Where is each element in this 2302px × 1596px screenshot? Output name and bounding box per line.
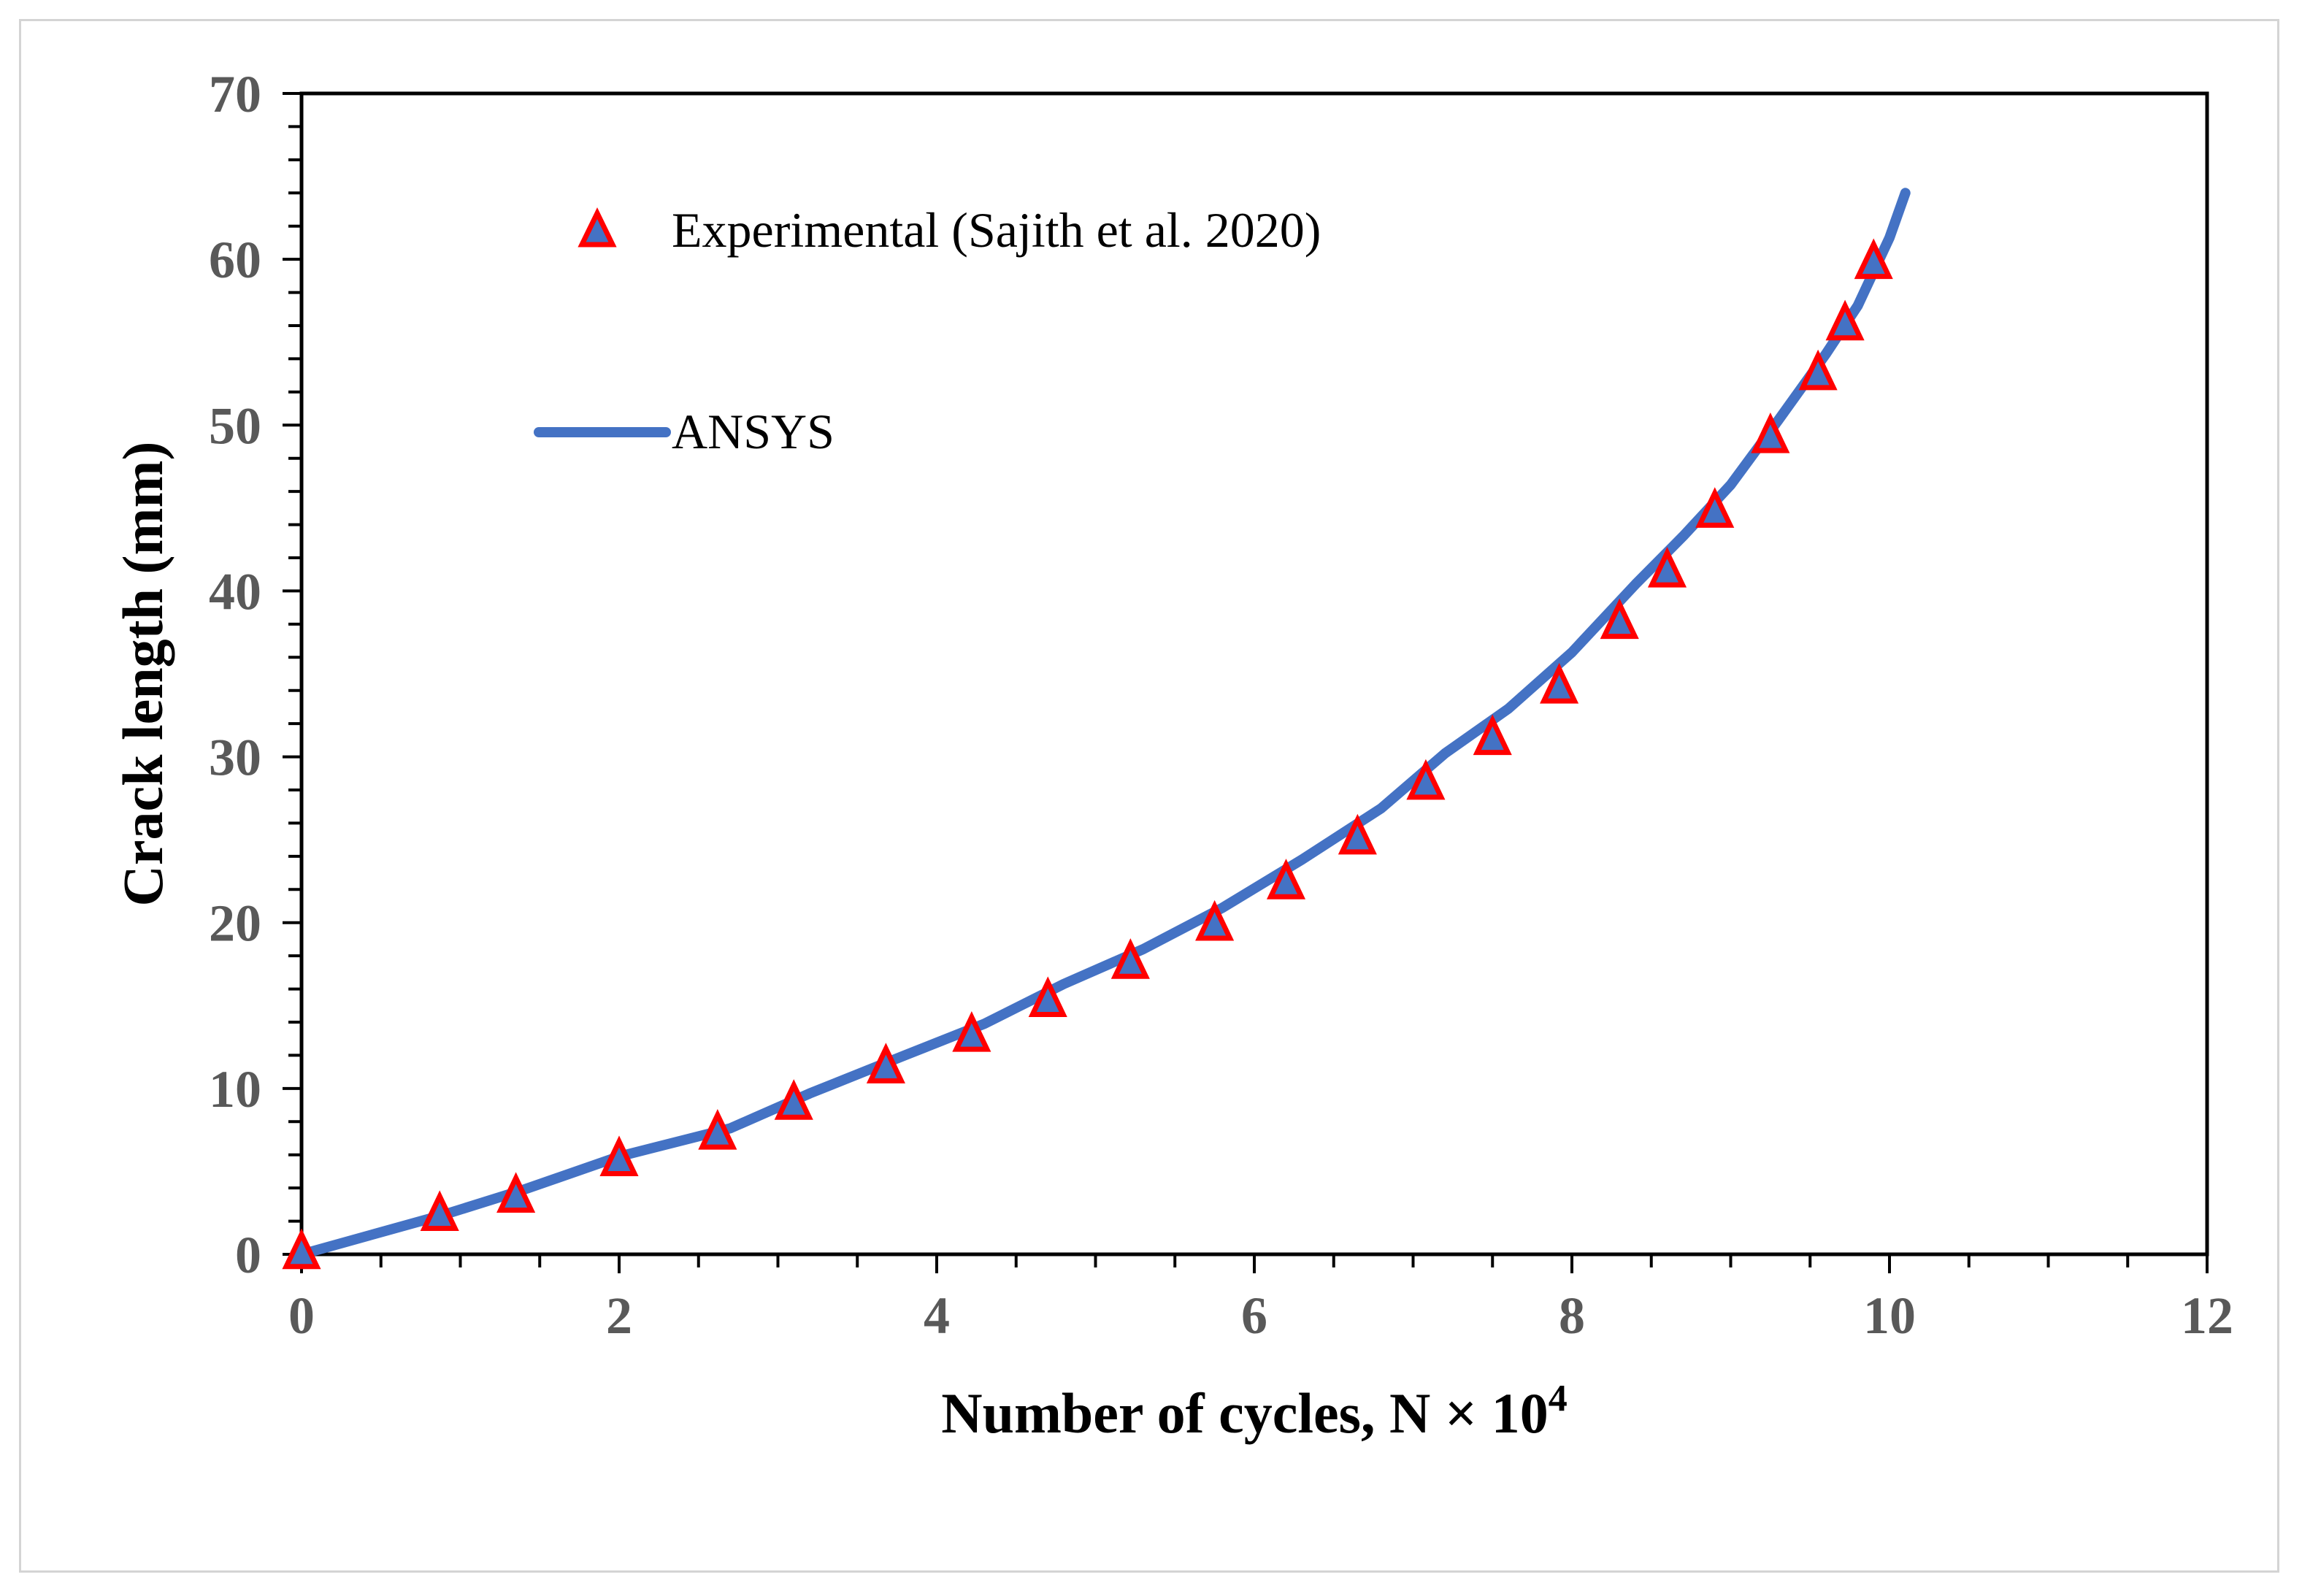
y-tick-label: 40 [209,562,261,621]
experimental-point [1854,238,1893,280]
experimental-point [420,1190,459,1231]
experimental-point [1473,714,1512,756]
legend-label-ansys: ANSYS [672,404,835,459]
experimental-point [1540,663,1579,704]
experimental-point [1825,299,1865,341]
y-tick-label: 70 [209,65,261,123]
x-axis-title: Number of cycles, N × 104 [941,1378,1568,1445]
y-tick-label: 30 [209,729,261,787]
experimental-point [1647,547,1687,588]
x-tick-label: 6 [1241,1286,1267,1345]
x-tick-label: 2 [606,1286,632,1345]
experimental-point [1195,899,1235,941]
x-tick-label: 0 [288,1286,315,1345]
y-tick-label: 20 [209,894,261,953]
experimental-point [1028,976,1067,1017]
x-tick-label: 12 [2181,1286,2233,1345]
plot-area [299,91,2209,1257]
experimental-point [866,1043,905,1083]
experimental-point [1798,349,1838,391]
y-tick-label: 10 [209,1060,261,1119]
experimental-point [1600,598,1639,640]
experimental-point [1110,938,1150,979]
y-axis-title: Crack length (mm) [111,442,174,907]
experimental-point [282,1228,321,1270]
experimental-point [774,1079,813,1120]
x-tick-label: 4 [924,1286,950,1345]
experimental-point [599,1135,639,1177]
x-tick-label: 8 [1559,1286,1585,1345]
experimental-point [1406,759,1446,800]
y-tick-label: 50 [209,396,261,455]
legend-marker-triangle [578,207,617,248]
series-line-ansys [296,188,1911,1259]
experimental-point [1338,813,1377,855]
experimental-point [698,1109,737,1150]
y-tick-label: 0 [235,1226,261,1284]
experimental-point [952,1011,991,1052]
tick-layer: 0 2 4 6 8 10 12 0 10 20 30 40 50 60 70 [209,65,2233,1345]
chart-frame [19,19,2279,1573]
legend: Experimental (Sajith et al. 2020) ANSYS [534,202,1321,459]
experimental-point [1751,413,1790,453]
legend-label-experimental: Experimental (Sajith et al. 2020) [672,202,1321,258]
series-layer [282,188,1911,1270]
x-tick-label: 10 [1863,1286,1916,1345]
experimental-point [1695,487,1735,528]
experimental-point [1266,859,1306,899]
experimental-point [496,1172,536,1213]
y-tick-label: 60 [209,231,261,289]
